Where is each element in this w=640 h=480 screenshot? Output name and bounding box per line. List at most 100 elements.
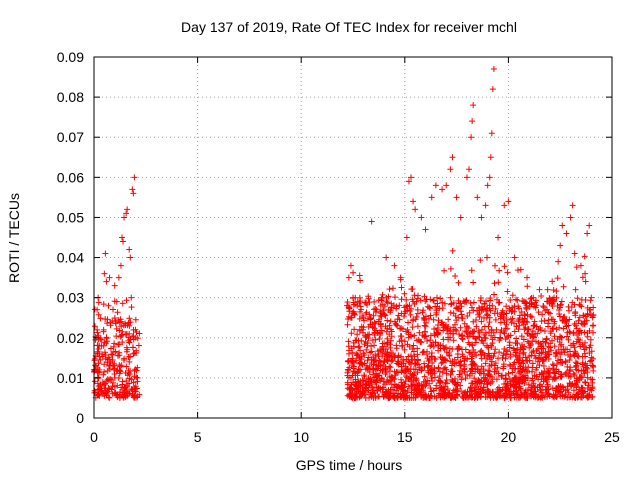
data-point xyxy=(383,298,390,305)
data-point xyxy=(357,347,364,354)
data-point xyxy=(561,349,568,356)
data-point xyxy=(549,325,556,332)
data-point xyxy=(579,274,586,281)
data-point xyxy=(543,335,550,342)
data-point xyxy=(552,349,559,356)
data-point xyxy=(97,315,104,322)
data-point xyxy=(92,366,99,373)
data-point xyxy=(543,386,550,393)
data-point xyxy=(384,317,391,324)
data-point xyxy=(424,377,431,384)
data-point xyxy=(551,318,558,325)
data-point xyxy=(428,353,435,360)
data-point xyxy=(487,297,494,304)
data-point xyxy=(502,390,509,397)
data-point xyxy=(575,377,582,384)
data-point xyxy=(587,336,594,343)
data-point xyxy=(588,294,595,301)
data-point xyxy=(485,344,492,351)
data-point xyxy=(514,267,521,274)
data-point xyxy=(488,344,495,351)
data-point xyxy=(574,352,581,359)
data-point xyxy=(495,391,502,398)
data-point xyxy=(393,342,400,349)
data-point xyxy=(101,339,108,346)
data-point xyxy=(411,292,418,299)
data-point xyxy=(514,347,521,354)
data-point xyxy=(525,381,532,388)
data-point xyxy=(491,280,498,287)
data-point xyxy=(465,325,472,332)
data-point xyxy=(450,324,457,331)
data-point xyxy=(107,319,114,326)
data-point xyxy=(502,372,509,379)
data-point xyxy=(371,358,378,365)
data-point xyxy=(514,340,521,347)
data-point xyxy=(534,384,541,391)
x-tick-label: 20 xyxy=(501,429,517,445)
data-point xyxy=(434,300,441,307)
data-point xyxy=(409,324,416,331)
data-point xyxy=(395,352,402,359)
data-point xyxy=(545,343,552,350)
data-point xyxy=(120,238,127,245)
data-point xyxy=(438,360,445,367)
data-point xyxy=(393,305,400,312)
data-point xyxy=(555,258,562,265)
data-point xyxy=(380,378,387,385)
data-point xyxy=(486,174,493,181)
data-point xyxy=(408,352,415,359)
data-point xyxy=(538,345,545,352)
data-point xyxy=(540,373,547,380)
data-point xyxy=(107,376,114,383)
data-point xyxy=(389,285,396,292)
data-point xyxy=(458,303,465,310)
data-point xyxy=(109,383,116,390)
data-point xyxy=(492,305,499,312)
data-point xyxy=(413,337,420,344)
y-axis-title: ROTI / TECUs xyxy=(6,193,22,283)
data-point xyxy=(472,335,479,342)
data-point xyxy=(472,362,479,369)
data-point xyxy=(394,316,401,323)
data-point xyxy=(379,294,386,301)
data-point xyxy=(119,339,126,346)
data-point xyxy=(551,333,558,340)
data-point xyxy=(422,323,429,330)
data-point xyxy=(125,319,132,326)
data-point xyxy=(366,311,373,318)
data-point xyxy=(349,386,356,393)
data-point xyxy=(557,351,564,358)
data-point xyxy=(427,337,434,344)
data-point xyxy=(498,327,505,334)
data-point xyxy=(411,360,418,367)
data-point xyxy=(419,309,426,316)
data-point xyxy=(503,321,510,328)
data-point xyxy=(583,364,590,371)
data-point xyxy=(471,375,478,382)
data-point xyxy=(354,302,361,309)
data-point xyxy=(129,387,136,394)
data-point xyxy=(434,330,441,337)
data-point xyxy=(453,305,460,312)
data-point xyxy=(441,300,448,307)
data-point xyxy=(103,334,110,341)
data-point xyxy=(351,368,358,375)
data-point xyxy=(515,326,522,333)
data-point xyxy=(357,383,364,390)
data-point xyxy=(443,182,450,189)
data-point xyxy=(384,335,391,342)
data-point xyxy=(128,304,135,311)
data-point xyxy=(585,382,592,389)
y-tick-label: 0 xyxy=(76,410,84,426)
data-point xyxy=(577,327,584,334)
data-point xyxy=(517,354,524,361)
data-point xyxy=(132,388,139,395)
data-point xyxy=(120,357,127,364)
data-point xyxy=(527,342,534,349)
data-point xyxy=(427,312,434,319)
x-tick-label: 15 xyxy=(397,429,413,445)
data-point xyxy=(364,357,371,364)
data-point xyxy=(582,379,589,386)
